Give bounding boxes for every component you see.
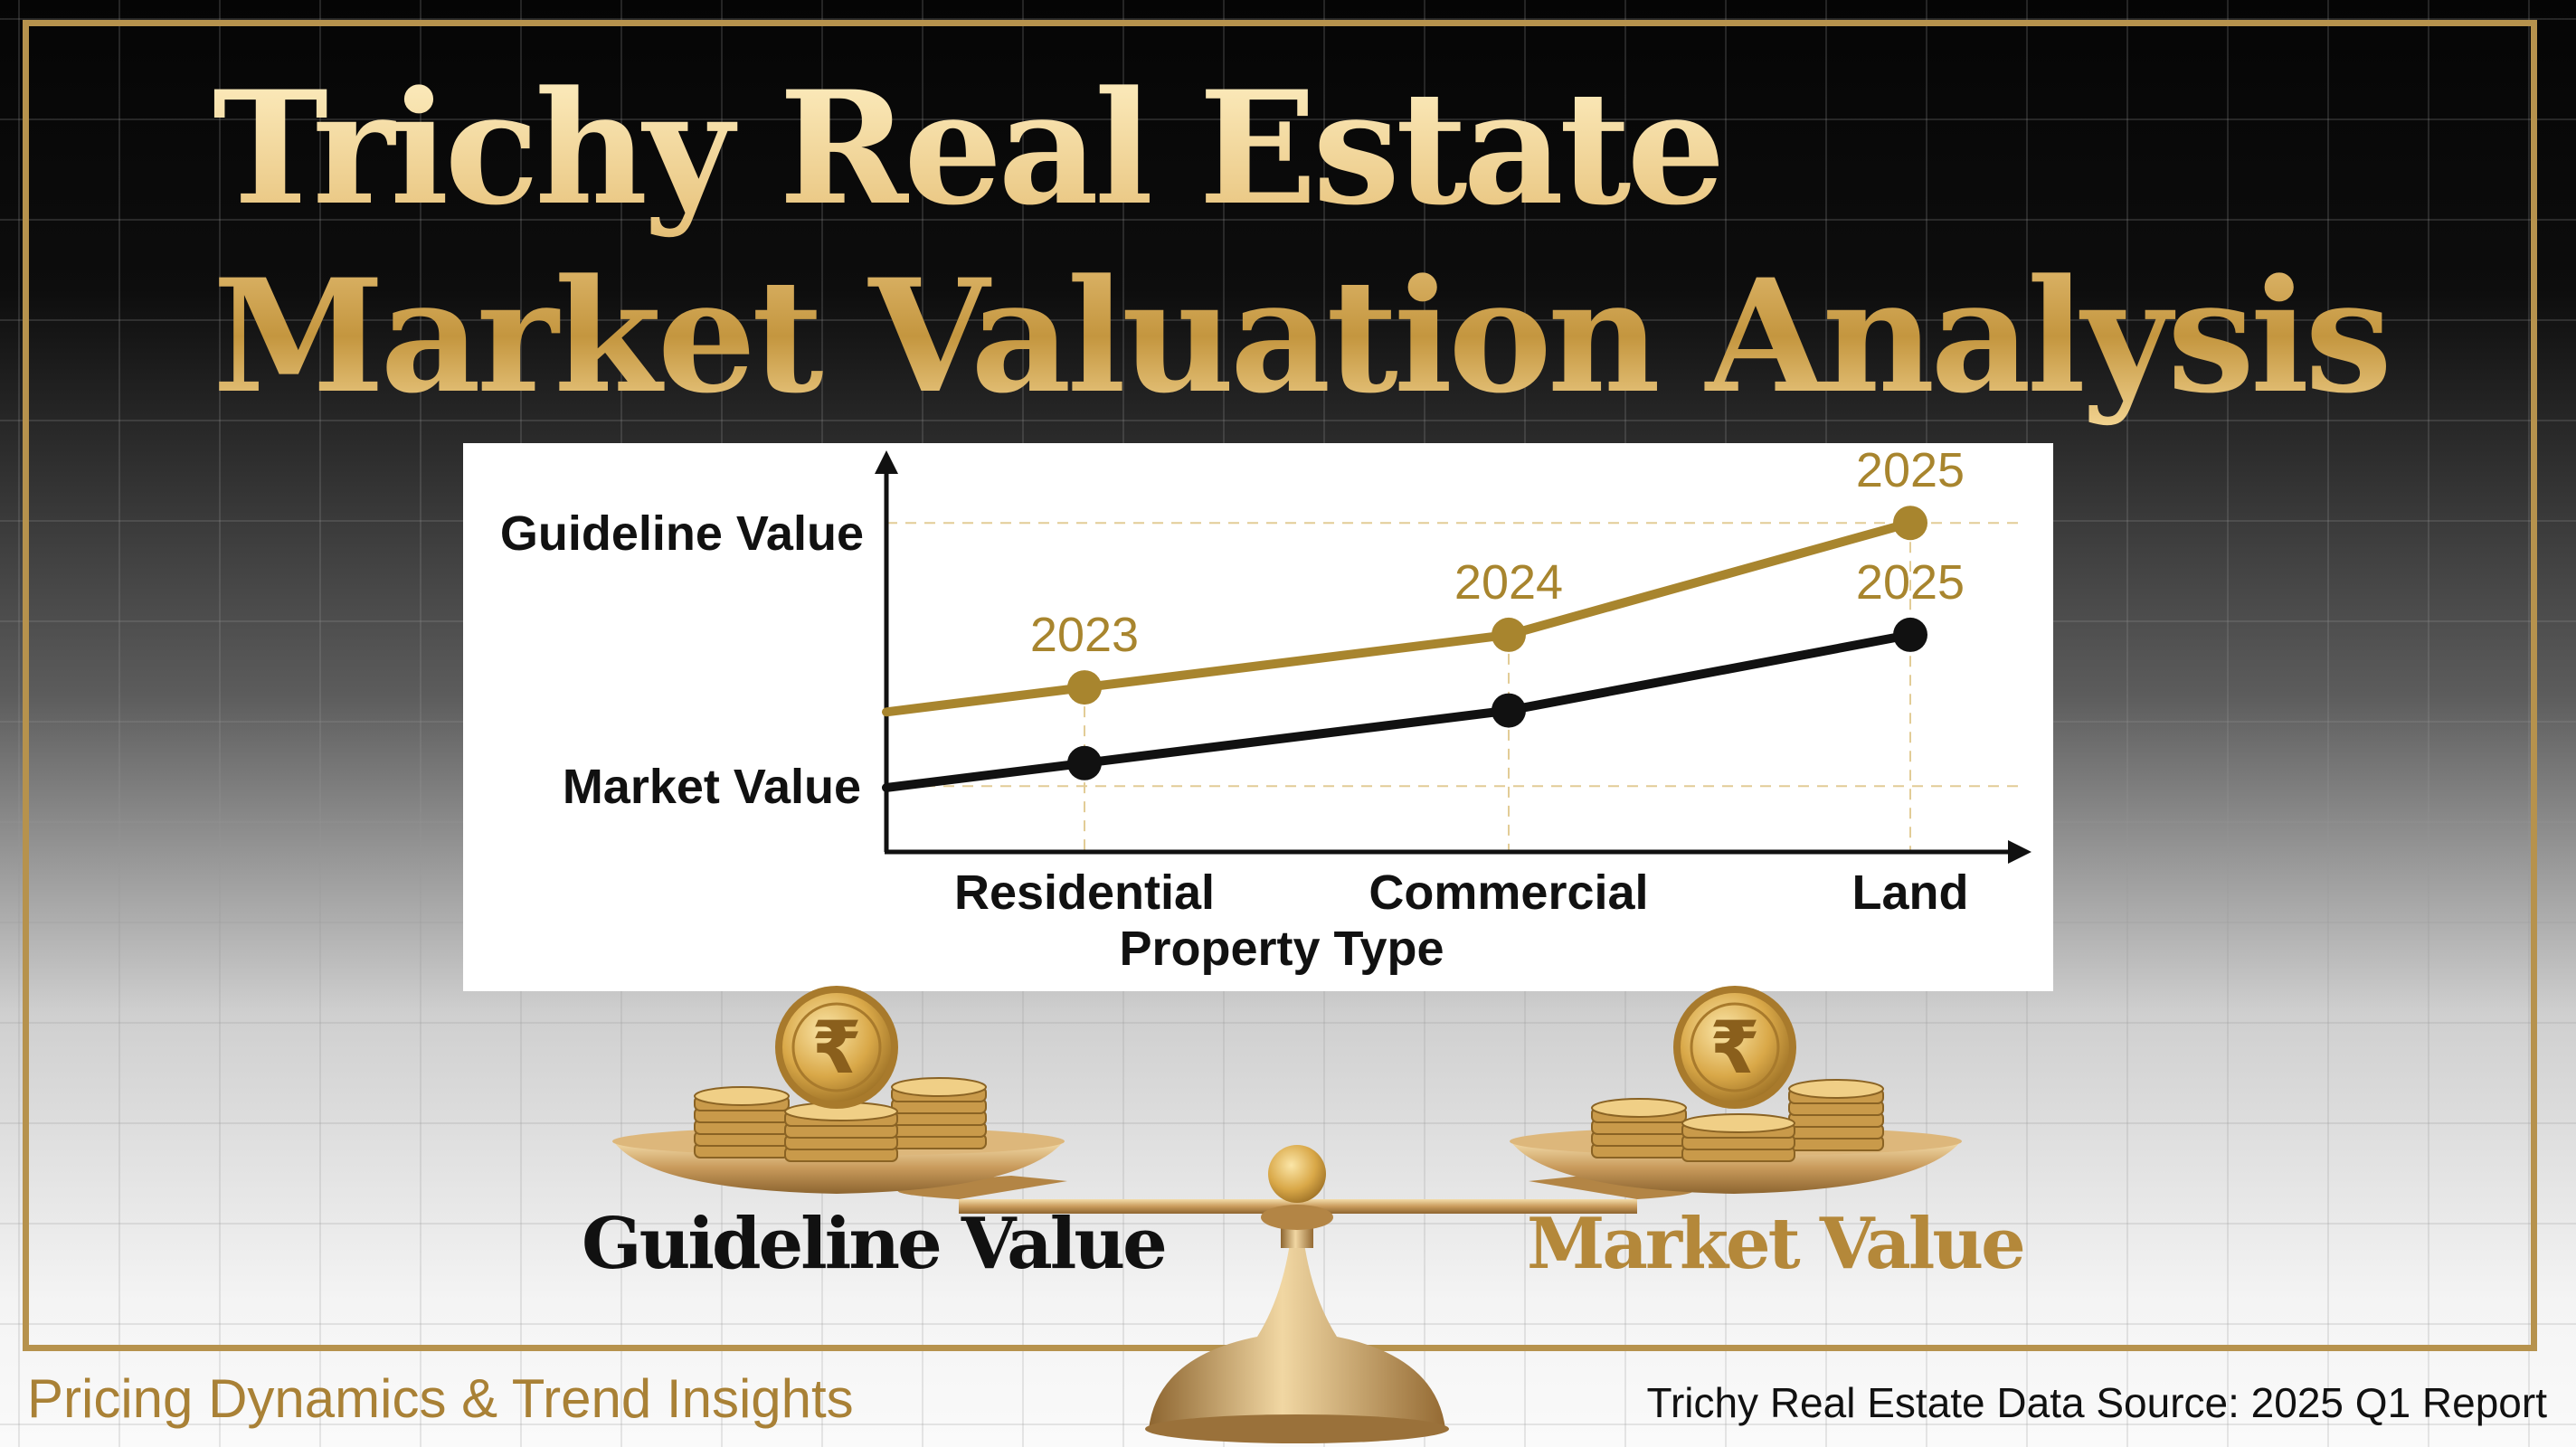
series-line-0 <box>882 518 1915 717</box>
left-rupee-coin-symbol-icon: ₹ <box>811 1006 862 1090</box>
footer-source: Trichy Real Estate Data Source: 2025 Q1 … <box>1646 1379 2547 1426</box>
scale-base <box>1149 1230 1445 1429</box>
left-stack-c <box>891 1077 987 1149</box>
x-axis-arrow <box>2008 840 2031 864</box>
scale-arm-left <box>897 1176 1067 1199</box>
scale-arm-right <box>1529 1176 1694 1199</box>
left-rupee-coin-face <box>782 993 891 1102</box>
right-stack-a-top <box>1591 1098 1687 1118</box>
left-stack-c-top <box>891 1077 987 1097</box>
right-stack-a <box>1591 1098 1687 1159</box>
right-stack-b-top <box>1681 1113 1795 1133</box>
x-tick-residential: Residential <box>954 865 1215 920</box>
x-axis-title: Property Type <box>1119 922 1444 976</box>
series-0-point-1 <box>1492 617 1526 652</box>
x-tick-land: Land <box>1852 865 1969 920</box>
right-rupee-coin-face <box>1681 993 1789 1102</box>
series-0-point-label-0: 2023 <box>1030 608 1139 662</box>
x-tick-commercial: Commercial <box>1368 865 1648 920</box>
right-stack-b <box>1681 1113 1795 1162</box>
chart-panel: 2023 2024 2025 2025 Guideline Value Market … <box>463 443 2053 991</box>
line-chart: 2023 2024 2025 2025 Guideline Value Market … <box>500 443 2031 976</box>
left-stack-a-top <box>694 1086 790 1106</box>
right-stack-c <box>1788 1079 1884 1151</box>
series-1-point-label-2: 2025 <box>1856 555 1965 610</box>
y-label-market: Market Value <box>563 760 861 814</box>
scale-base-foot <box>1145 1414 1449 1443</box>
right-rupee-coin-symbol-icon: ₹ <box>1709 1006 1760 1090</box>
left-stack-b <box>784 1102 898 1162</box>
scale-pivot-collar <box>1261 1205 1333 1230</box>
series-0-point-label-2: 2025 <box>1856 443 1965 497</box>
series-line-1 <box>882 629 1915 792</box>
series-0-point-0 <box>1067 670 1102 705</box>
right-stack-c-top <box>1788 1079 1884 1099</box>
series-1-point-1 <box>1492 693 1526 728</box>
series-1-point-0 <box>1067 745 1102 780</box>
series-0-point-2 <box>1893 506 1927 541</box>
left-rupee-coin: ₹ <box>775 986 898 1109</box>
right-rupee-coin: ₹ <box>1673 986 1796 1109</box>
right-pan-label: Market Value <box>1527 1203 2026 1285</box>
left-stack-a <box>694 1086 790 1159</box>
footer-tagline: Pricing Dynamics & Trend Insights <box>27 1368 854 1429</box>
series-0-point-label-1: 2024 <box>1454 555 1563 610</box>
left-rupee-coin-ring <box>791 1002 882 1092</box>
left-pan-label: Guideline Value <box>582 1203 1168 1285</box>
scale-pivot-knob <box>1268 1145 1326 1203</box>
y-axis-arrow <box>875 450 898 474</box>
series-1-point-2 <box>1893 617 1927 652</box>
right-rupee-coin-ring <box>1690 1002 1780 1092</box>
y-label-guideline: Guideline Value <box>500 506 864 561</box>
